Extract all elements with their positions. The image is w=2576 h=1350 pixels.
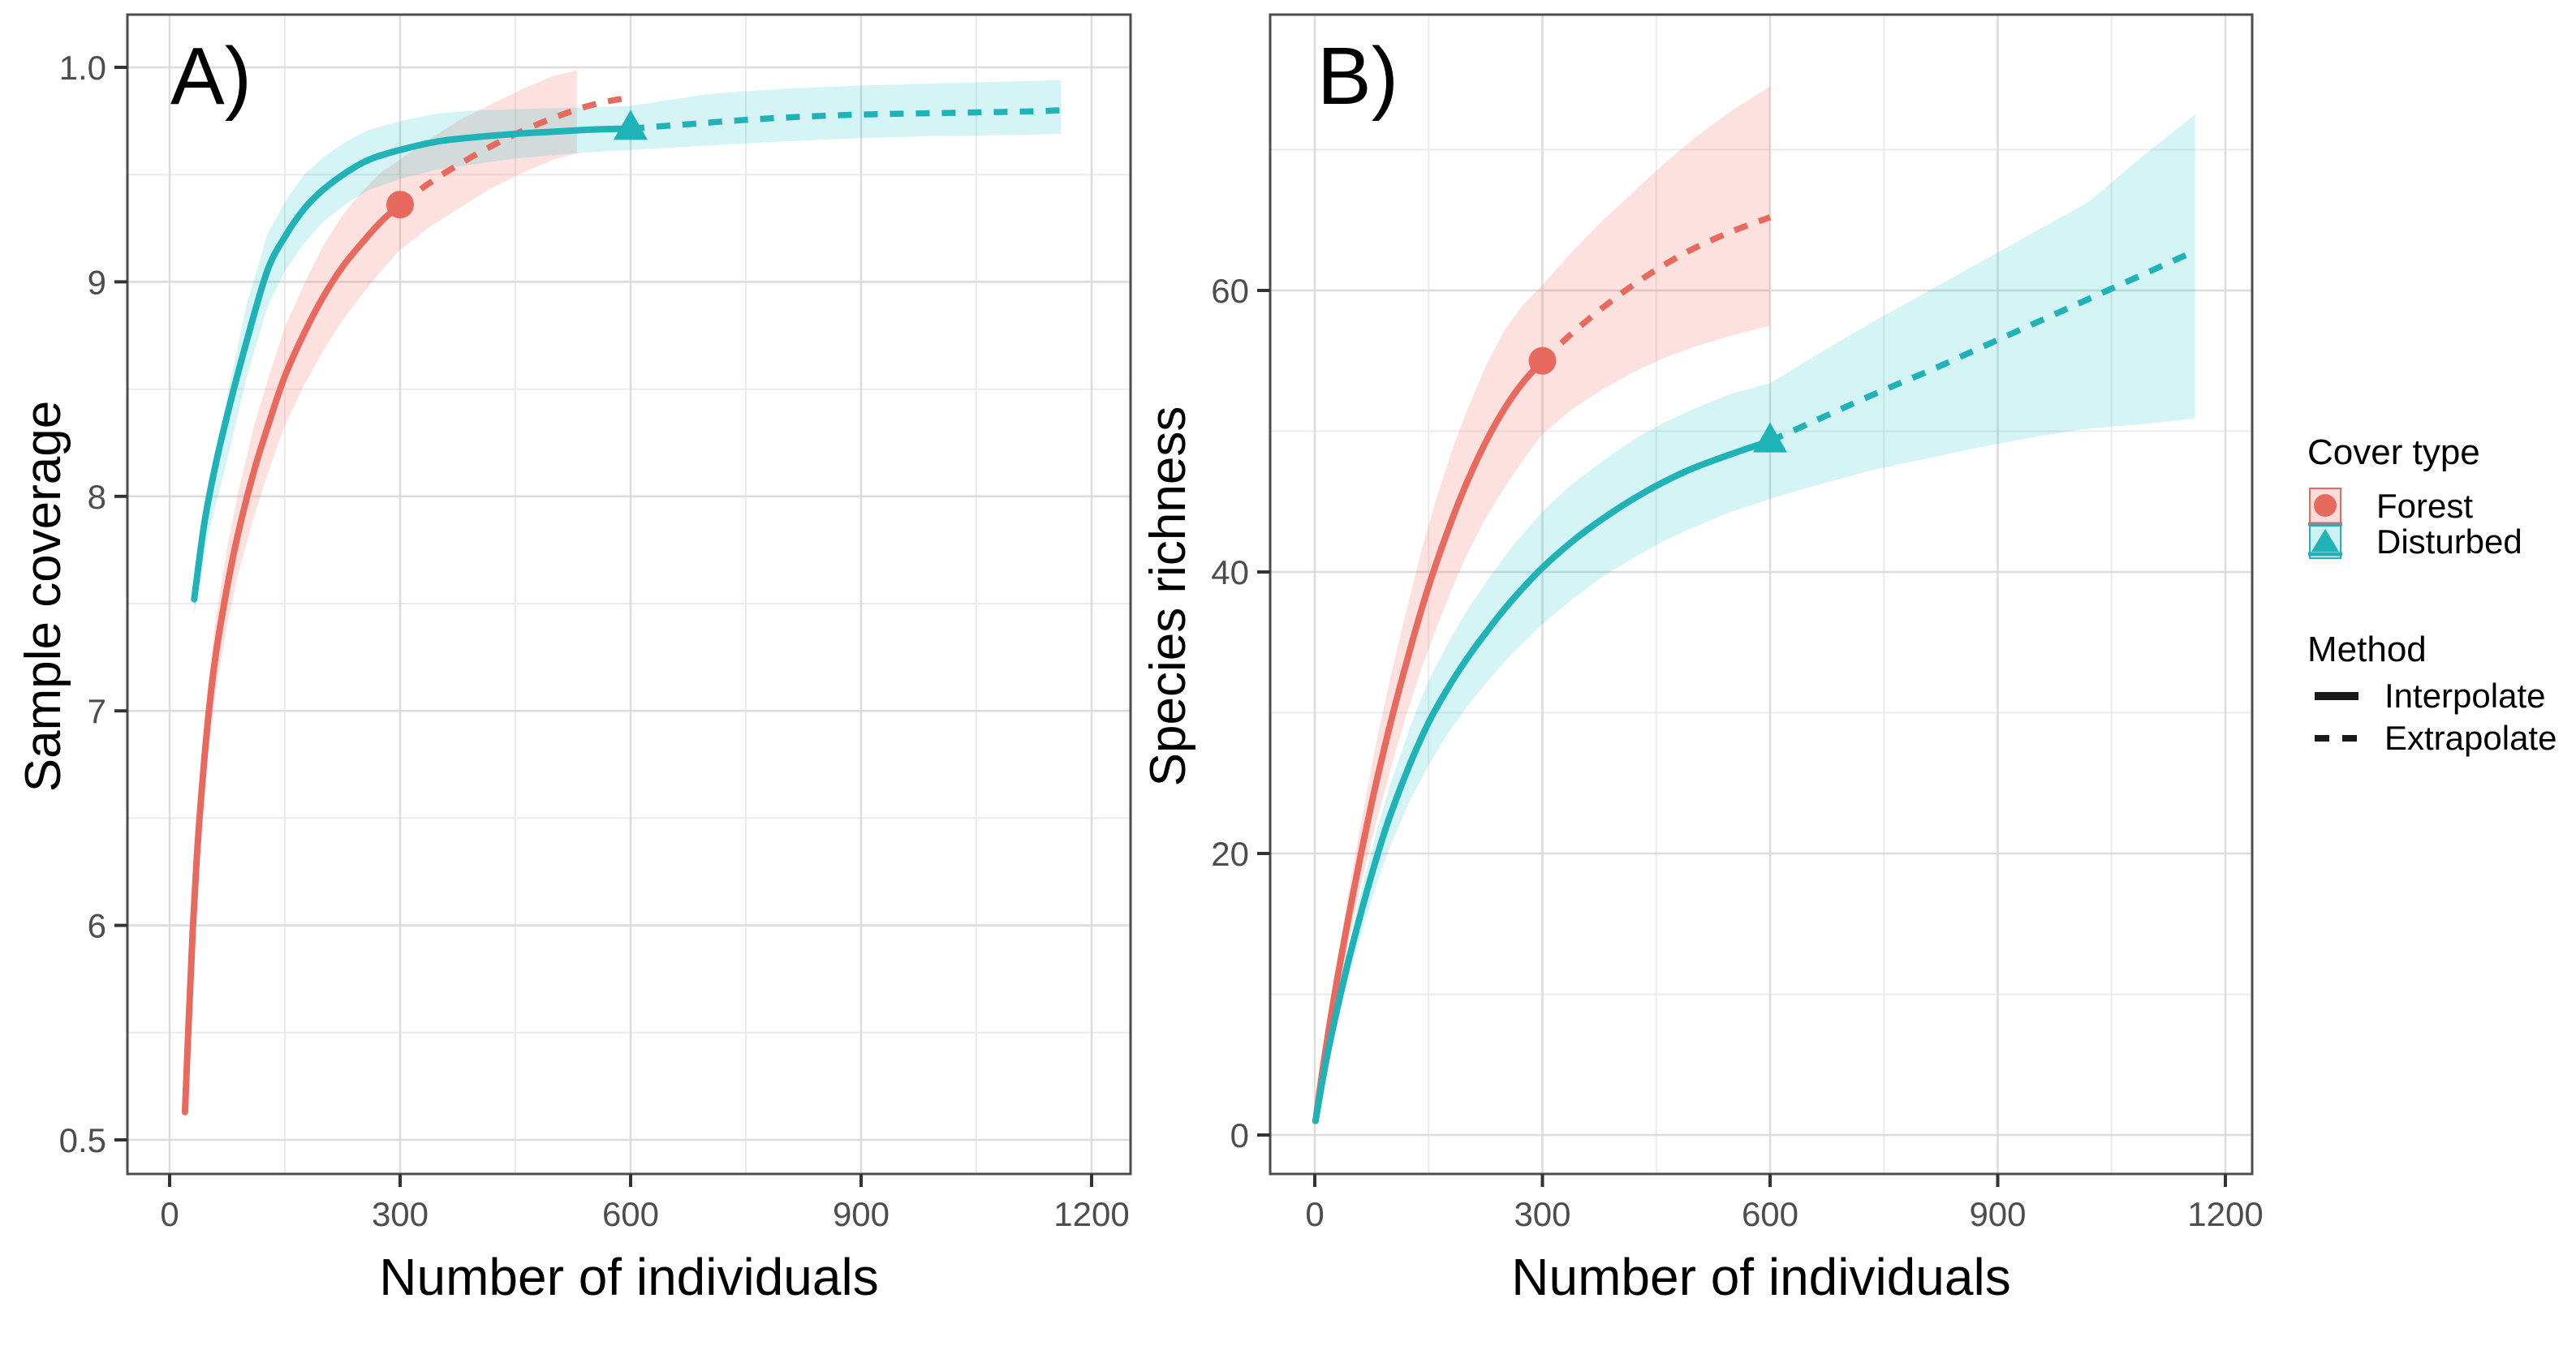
panel-b-forest-observed-marker — [1528, 346, 1557, 375]
panel-b-forest-confidence-ribbon — [1315, 86, 1770, 1121]
panel-border — [1269, 13, 2254, 1176]
panel-b-disturbed-extrapolate-curve — [1768, 247, 2197, 445]
y-axis-title: Sample coverage — [15, 401, 71, 793]
x-tick-label: 600 — [1742, 1195, 1798, 1233]
x-axis-title: Number of individuals — [1511, 1248, 2010, 1306]
panel-a-disturbed-confidence-ribbon — [194, 80, 1062, 615]
panel-tag: B) — [1317, 31, 1398, 122]
y-tick-label: 40 — [1211, 553, 1249, 591]
y-tick-label: 6 — [88, 907, 106, 945]
x-tick-label: 300 — [372, 1195, 429, 1233]
panel-b-disturbed-confidence-ribbon — [1315, 114, 2195, 1121]
panel-a — [114, 13, 1132, 1187]
legend-item-forest-label: Forest — [2376, 487, 2473, 525]
legend-cover-type-title: Cover type — [2307, 432, 2480, 472]
panel-a-disturbed-interpolate-curve — [191, 125, 634, 603]
x-tick-label: 600 — [602, 1195, 659, 1233]
legend-forest-marker-icon — [2314, 494, 2337, 517]
panel-b-disturbed-interpolate-curve — [1312, 437, 1773, 1124]
y-tick-label: 9 — [88, 263, 106, 301]
x-tick-label: 0 — [1305, 1195, 1324, 1233]
panel-b-disturbed-observed-marker — [1753, 422, 1787, 453]
panel-a-forest-interpolate-curve — [181, 201, 403, 1116]
panel-b-forest-extrapolate-curve — [1540, 214, 1772, 363]
y-tick-label: 1.0 — [59, 49, 106, 87]
legend-item-disturbed-label: Disturbed — [2376, 522, 2522, 561]
y-tick-label: 0.5 — [59, 1121, 106, 1159]
y-tick-label: 7 — [88, 692, 106, 730]
legend-method-title: Method — [2307, 630, 2427, 669]
panel-tag: A) — [170, 31, 252, 122]
panel-a-forest-observed-marker — [386, 191, 414, 219]
x-tick-label: 300 — [1514, 1195, 1570, 1233]
x-tick-label: 1200 — [1053, 1195, 1129, 1233]
x-tick-label: 1200 — [2187, 1195, 2263, 1233]
panel-a-disturbed-observed-marker — [614, 110, 648, 140]
x-axis-title: Number of individuals — [379, 1248, 878, 1306]
y-tick-label: 60 — [1211, 272, 1249, 310]
panel-b — [1257, 13, 2254, 1187]
legend-item-extrapolate-label: Extrapolate — [2384, 719, 2557, 757]
x-tick-label: 900 — [1969, 1195, 2026, 1233]
x-tick-label: 900 — [833, 1195, 890, 1233]
y-axis-title: Species richness — [1140, 406, 1196, 787]
legend-disturbed-marker-icon — [2311, 529, 2339, 552]
panel-b-forest-interpolate-curve — [1312, 357, 1546, 1124]
y-tick-label: 20 — [1211, 835, 1249, 873]
panel-a-forest-confidence-ribbon — [184, 71, 577, 1128]
y-tick-label: 8 — [88, 478, 106, 516]
y-tick-label: 0 — [1230, 1116, 1249, 1154]
legend — [2308, 488, 2360, 742]
panel-border — [126, 13, 1132, 1176]
legend-item-interpolate-label: Interpolate — [2384, 677, 2545, 715]
x-tick-label: 0 — [160, 1195, 179, 1233]
